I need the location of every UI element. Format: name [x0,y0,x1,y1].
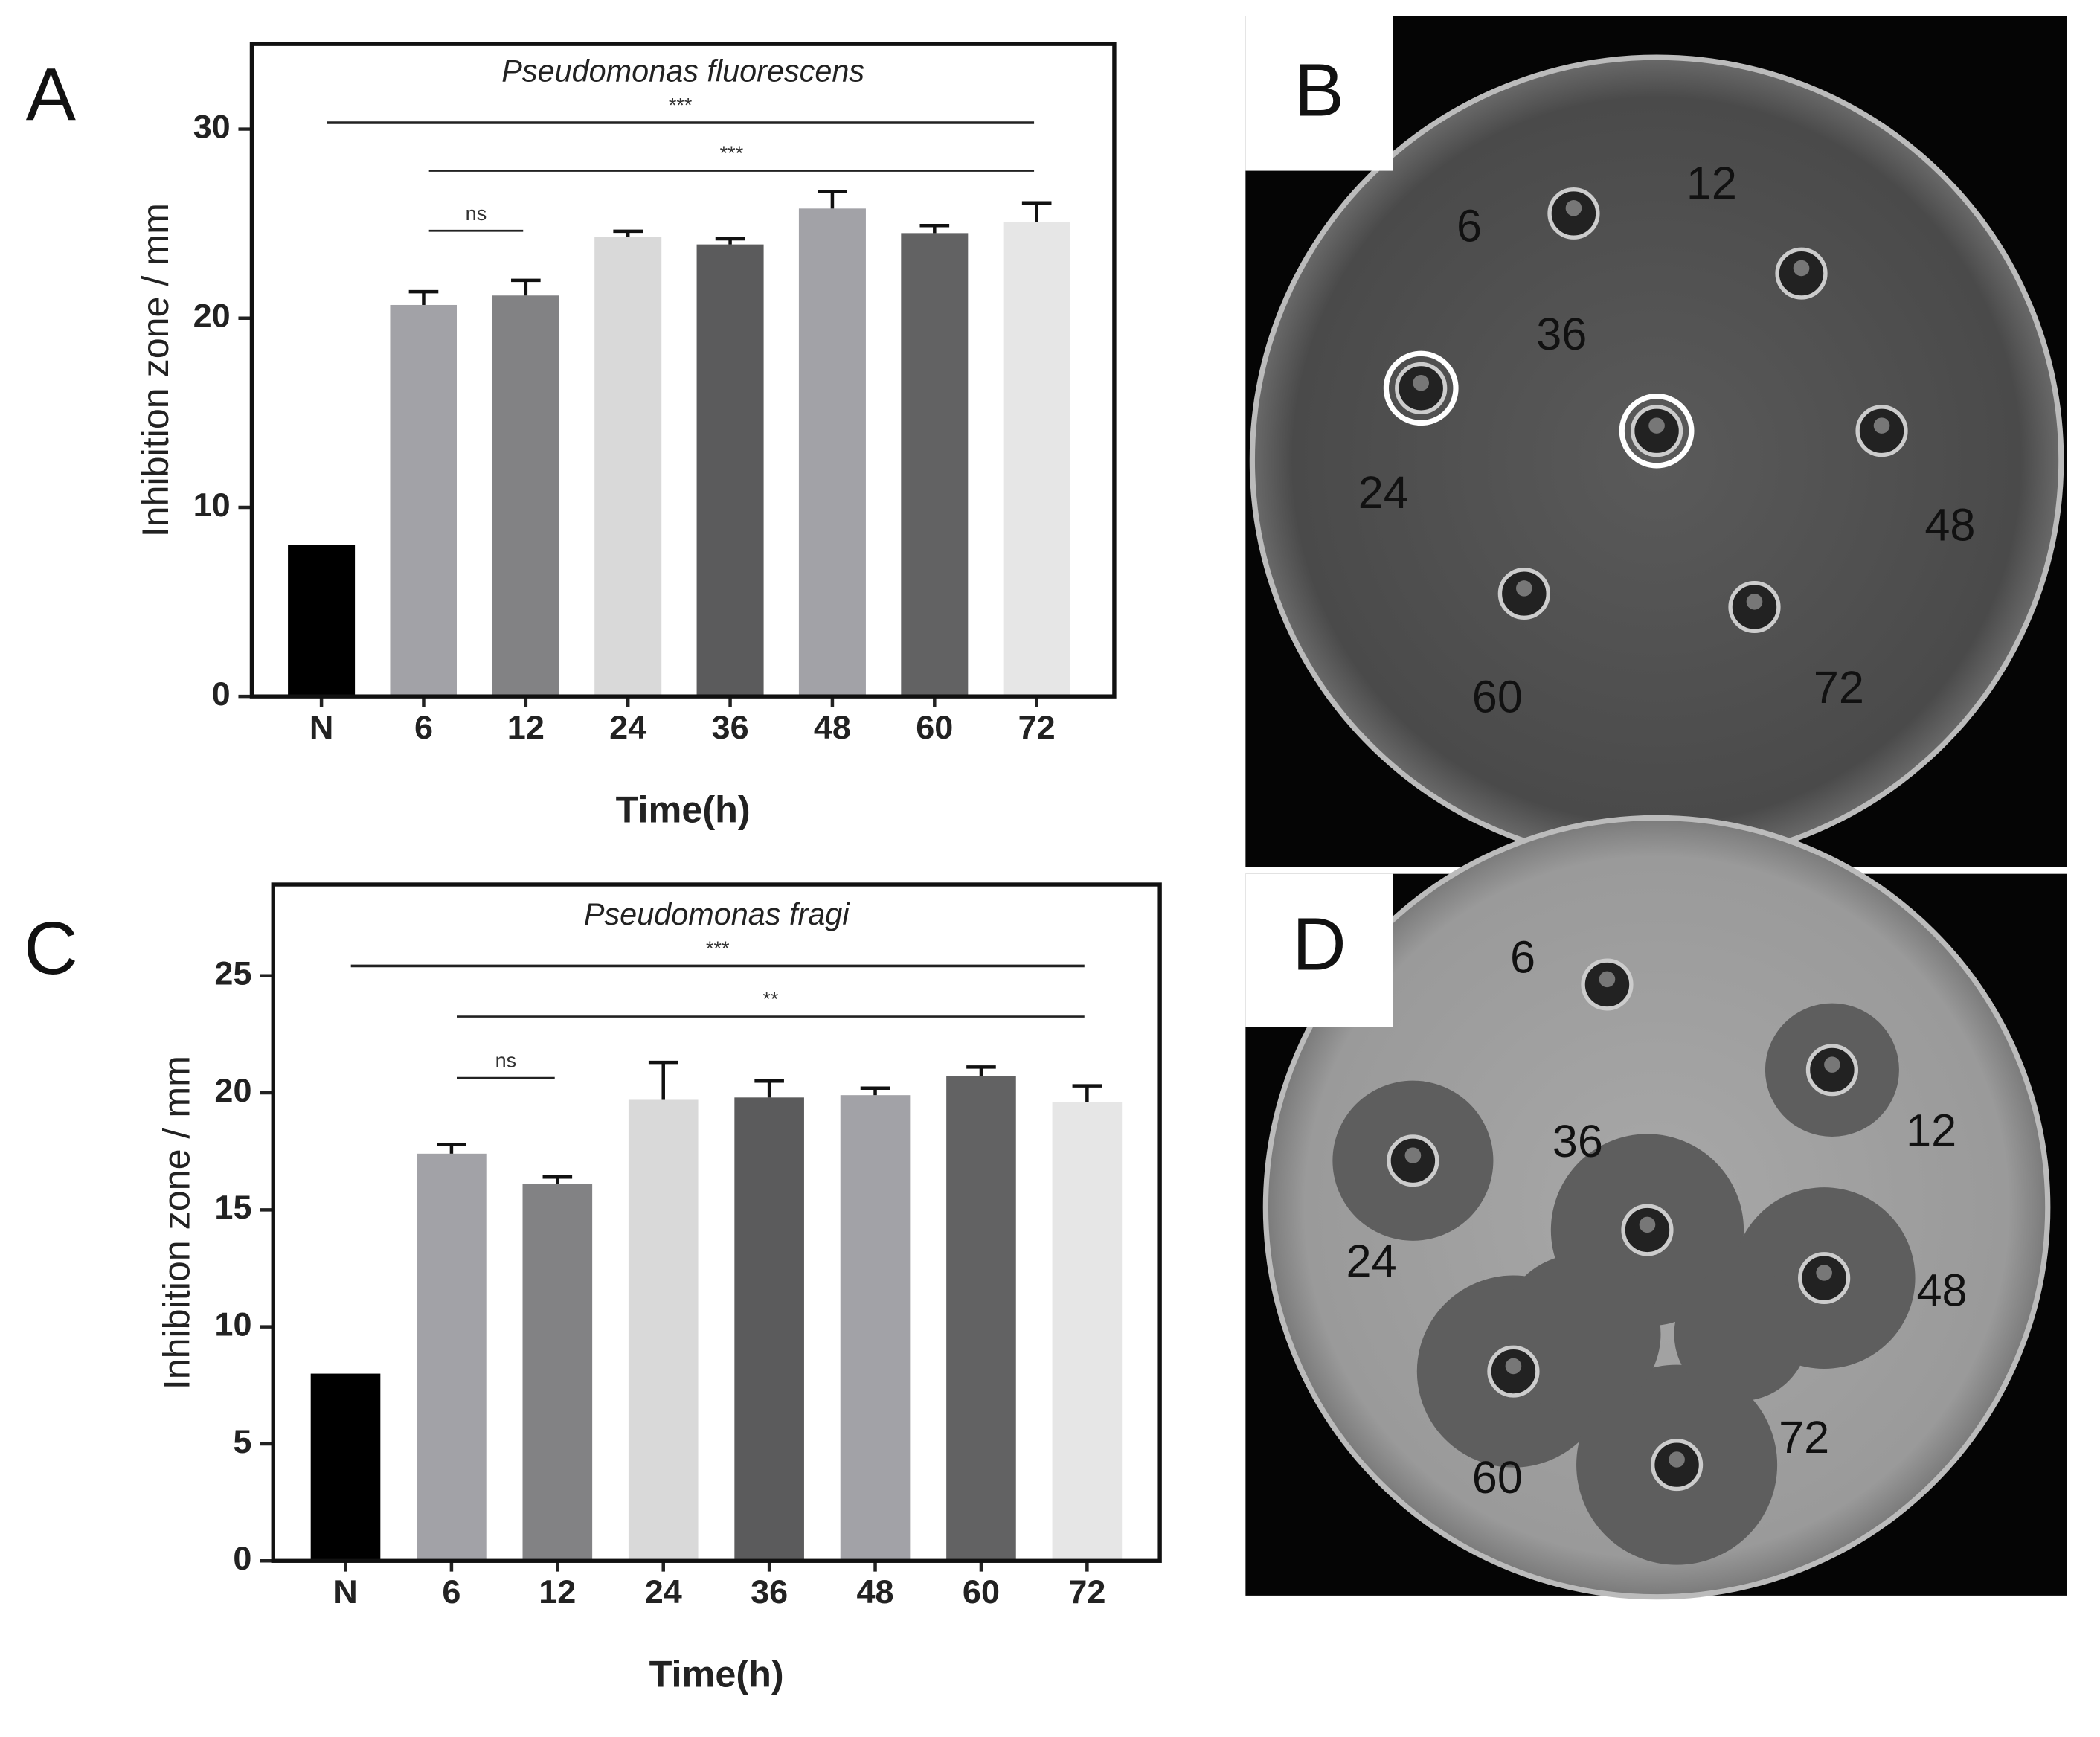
x-tick-label: 6 [442,1573,460,1611]
bar [946,1076,1016,1561]
significance-label: ns [495,1050,517,1072]
bar [288,545,356,697]
petri-dish [1249,54,2064,866]
x-tick-label: 12 [539,1573,576,1611]
bar [310,1373,381,1561]
bar [1052,1102,1123,1561]
x-tick-label: 72 [1018,708,1056,746]
well-glint [1873,417,1890,434]
well-label: 48 [1924,499,1975,550]
panel-letter: D [1292,903,1346,986]
bar [522,1184,593,1561]
x-tick-label: 36 [751,1573,788,1611]
well-label: 72 [1814,662,1864,713]
well-glint [1824,1056,1840,1073]
bar [492,295,559,697]
plot-frame [271,882,1162,1563]
well-label: 36 [1552,1116,1603,1166]
bar [734,1097,804,1561]
significance-label: *** [720,142,744,164]
bar [696,244,764,697]
x-tick-label: 36 [712,708,749,746]
well-glint [1565,200,1582,216]
bar [1003,222,1070,697]
well-label: 36 [1536,309,1587,359]
y-axis-title: Inhibition zone / mm [134,203,176,537]
significance-label: *** [669,94,693,117]
y-tick-label: 20 [214,1071,251,1109]
well-label: 48 [1917,1265,1968,1316]
y-tick-label: 10 [193,486,231,524]
well-glint [1413,374,1430,391]
x-tick-label: N [309,708,334,746]
significance-label: ** [762,988,779,1010]
well-label: 24 [1358,467,1409,518]
well-glint [1516,580,1532,597]
well-glint [1404,1147,1422,1163]
x-tick-label: 48 [857,1573,894,1611]
y-tick-label: 30 [193,107,231,145]
well-glint [1746,594,1763,610]
y-tick-label: 0 [212,675,231,713]
well-glint [1505,1358,1522,1375]
well-ring [1619,394,1695,469]
bar [798,208,866,697]
well-glint [1816,1265,1832,1281]
letter-box [1245,16,1393,171]
well-label: 6 [1510,931,1535,982]
x-tick-label: 24 [645,1573,682,1611]
x-tick-label: 6 [414,708,433,746]
y-tick-label: 15 [214,1188,251,1226]
plot-title: Pseudomonas fragi [584,897,850,931]
well-ring [1383,350,1459,426]
x-tick-label: 60 [916,708,953,746]
well-glint [1639,1216,1656,1233]
x-tick-label: N [333,1573,358,1611]
y-tick-label: 0 [233,1539,251,1577]
x-tick-label: 60 [963,1573,1000,1611]
well-label: 72 [1779,1412,1829,1463]
plot-frame [249,42,1117,699]
well-glint [1793,260,1810,277]
significance-label: ns [466,202,487,225]
well-label: 24 [1346,1236,1397,1286]
well-label: 12 [1686,158,1737,208]
inhibition-halo [1674,1267,1808,1402]
bar [390,304,457,697]
well-glint [1669,1451,1685,1468]
bar [594,237,662,697]
inhibition-halo [1500,1253,1661,1414]
x-tick-label: 72 [1068,1573,1105,1611]
well-label: 12 [1906,1105,1956,1156]
x-tick-label: 24 [609,708,646,746]
well-glint [1599,971,1616,988]
x-axis-title: Time(h) [616,789,751,831]
y-tick-label: 10 [214,1306,251,1343]
panel-letter: B [1294,49,1344,132]
well-glint [1648,417,1665,434]
bar [901,233,969,697]
panel-letter: C [24,907,78,990]
panel-letter: A [26,53,76,136]
plot-title: Pseudomonas fluorescens [501,54,864,89]
well-label: 60 [1472,1452,1523,1503]
y-axis-title: Inhibition zone / mm [155,1056,197,1390]
bar [417,1153,487,1561]
bar [628,1099,699,1561]
x-tick-label: 12 [507,708,545,746]
well-label: 6 [1457,201,1482,251]
y-tick-label: 5 [233,1422,251,1460]
y-tick-label: 25 [214,954,251,992]
x-tick-label: 48 [814,708,851,746]
x-axis-title: Time(h) [649,1653,784,1695]
y-tick-label: 20 [193,297,231,335]
letter-box [1245,873,1393,1027]
significance-label: *** [706,937,730,960]
well-label: 60 [1472,672,1523,722]
bar [840,1095,911,1561]
